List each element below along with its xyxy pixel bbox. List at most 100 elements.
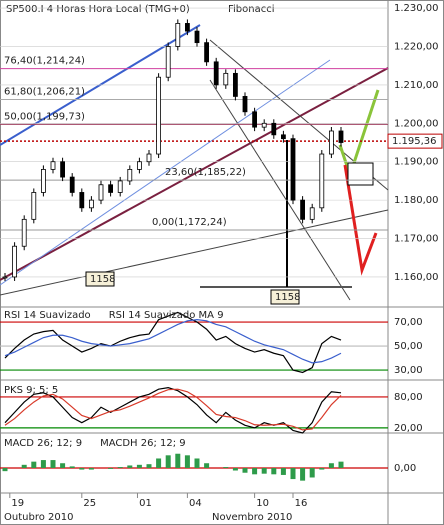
bar (69, 466, 75, 468)
candle (98, 184, 104, 201)
y-tick-label: 70,00 (394, 317, 423, 328)
price-label: 1.195,36 (392, 136, 437, 147)
y-tick-label: 1.230,00 (394, 3, 439, 14)
y-tick-label: 1.200,00 (394, 118, 439, 129)
x-tick-label: 01 (139, 498, 152, 509)
candle (31, 192, 37, 220)
candle (165, 46, 171, 78)
y-tick-label: 1.160,00 (394, 272, 439, 283)
y-tick-label: 20,00 (394, 423, 423, 434)
fib-label: 61,80(1,206,21) (4, 86, 85, 97)
x-tick-label: 25 (83, 498, 96, 509)
y-tick-label: 0,00 (394, 463, 416, 474)
candle (300, 199, 306, 220)
candle (328, 130, 334, 155)
bar (300, 467, 306, 481)
candle (309, 207, 315, 220)
bar (309, 467, 315, 478)
candle (194, 30, 200, 44)
bar (328, 463, 334, 468)
candle (79, 192, 85, 209)
bar (117, 467, 123, 468)
fib-label: 23,60(1,185,22) (165, 167, 246, 178)
fib-label: 76,40(1,214,24) (4, 56, 85, 67)
y-tick-label: 1.180,00 (394, 195, 439, 206)
y-tick-label: 1.170,00 (394, 234, 439, 245)
bar (60, 463, 66, 468)
x-tick-label: 10 (256, 498, 269, 509)
line (4, 319, 342, 364)
candle (290, 138, 296, 201)
candle (242, 96, 248, 113)
month-label: Outubro 2010 (4, 512, 73, 523)
candle (280, 134, 286, 140)
candle (2, 276, 8, 279)
bar (21, 464, 27, 468)
candle (41, 169, 46, 193)
candle (204, 42, 210, 63)
candle (338, 130, 344, 143)
candle (136, 161, 142, 170)
candle (12, 245, 18, 278)
candle (271, 122, 277, 136)
bar (223, 467, 229, 468)
label-box (270, 289, 300, 305)
fib-label: 0,00(1,172,24) (152, 217, 227, 228)
bar (50, 460, 56, 468)
bar (232, 467, 238, 471)
bar (31, 461, 37, 468)
legend-entry: PKS 9; 5; 5 (4, 385, 58, 396)
candle (232, 72, 238, 97)
candle (213, 61, 219, 86)
bar (88, 467, 94, 470)
candle (146, 153, 152, 163)
bar (280, 467, 286, 475)
annotation: 1158 (275, 292, 300, 303)
price-box (387, 133, 443, 149)
bar (108, 467, 114, 469)
annotation: 1158 (90, 274, 115, 285)
bar (40, 460, 46, 468)
x-tick-label: 19 (11, 498, 24, 509)
bar (319, 467, 325, 470)
bar (338, 461, 344, 468)
legend-entry: RSI 14 Suavizado MA 9 (109, 310, 224, 321)
bar (194, 458, 200, 468)
y-tick-label: 30,00 (394, 365, 423, 376)
y-tick-label: 1.190,00 (394, 157, 439, 168)
y-tick-label: 80,00 (394, 392, 423, 403)
bar (136, 464, 142, 468)
bar (204, 463, 210, 468)
fib-label: 50,00(1,199,73) (4, 111, 85, 122)
candle (127, 169, 133, 182)
y-tick-label: 1.210,00 (394, 80, 439, 91)
bar (290, 467, 296, 480)
bar (165, 455, 171, 468)
bar (184, 455, 190, 468)
bar (127, 465, 133, 468)
bar (242, 467, 248, 473)
label-box (85, 271, 115, 287)
candle (319, 153, 325, 209)
bar (2, 467, 8, 472)
candle (21, 218, 27, 247)
candle (261, 122, 267, 128)
bar (252, 467, 258, 475)
bar (261, 467, 267, 474)
candle (175, 23, 181, 47)
candle (184, 23, 190, 32)
bar (79, 467, 85, 470)
candle (89, 199, 94, 209)
y-tick-label: 50,00 (394, 341, 423, 352)
bar (146, 464, 152, 468)
line (4, 311, 342, 374)
line (4, 388, 342, 431)
candle (60, 161, 65, 178)
candle (108, 184, 113, 193)
legend-entry: MACDH 26; 12; 9 (100, 438, 186, 449)
chart-title: SP500.I 4 Horas Hora Local (TMG+0) (6, 4, 190, 15)
candle (156, 76, 162, 155)
bar (175, 453, 181, 468)
candle (223, 72, 229, 86)
